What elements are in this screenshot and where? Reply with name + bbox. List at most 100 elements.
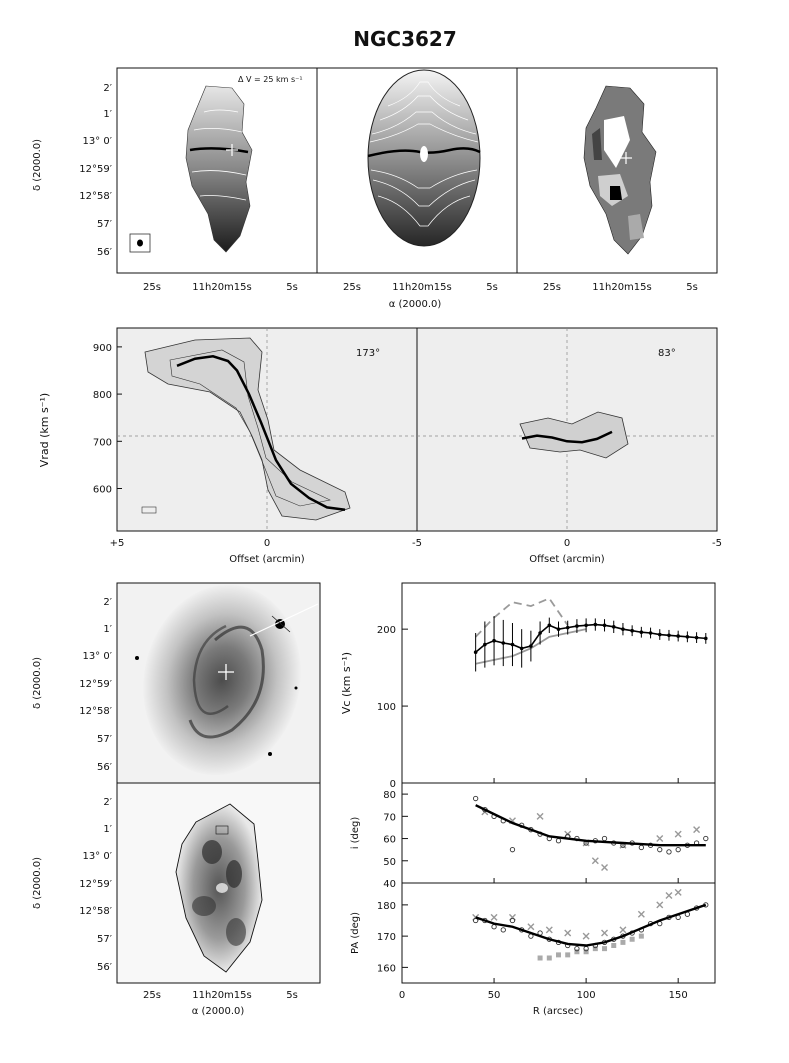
ra-tick: 5s xyxy=(686,282,698,293)
foreground-star xyxy=(275,619,285,629)
vc-point xyxy=(676,634,680,638)
pa-square-point xyxy=(611,943,617,948)
pv-ytick: 600 xyxy=(93,485,112,496)
ra-tick: 5s xyxy=(486,282,498,293)
vc-point xyxy=(556,627,561,631)
pa-cross-point xyxy=(656,901,664,909)
dec-tick: 2′ xyxy=(103,797,112,808)
r-xtick: 0 xyxy=(399,990,405,1001)
dec-tick: 1′ xyxy=(103,109,112,120)
incl-ytick: 40 xyxy=(383,879,396,890)
pa-square-point xyxy=(592,946,598,952)
ra-tick: 25s xyxy=(143,990,161,1001)
pa-point xyxy=(509,917,516,924)
dec-tick: 13° 0′ xyxy=(82,136,112,147)
vc-point xyxy=(492,638,496,643)
vc-ytick: 100 xyxy=(377,702,396,713)
dec-tick: 57′ xyxy=(97,734,113,745)
incl-point xyxy=(666,849,672,855)
pa-point xyxy=(500,927,506,933)
vc-point xyxy=(621,627,625,631)
r-axis-label: R (arcsec) xyxy=(533,1006,583,1017)
dec-axis-label: δ (2000.0) xyxy=(32,857,43,909)
dec-tick: 13° 0′ xyxy=(82,851,112,862)
position-angle-panel: 160 170 180 PA (deg) xyxy=(350,882,716,984)
incl-ytick: 70 xyxy=(383,812,396,823)
vc-point xyxy=(657,632,662,637)
ra-tick: 11h20m15s xyxy=(392,282,451,293)
vc-point xyxy=(630,628,634,633)
pa-point xyxy=(574,945,580,952)
vc-point xyxy=(602,623,607,628)
pv-xtick: 0 xyxy=(264,538,270,549)
dec-tick: 1′ xyxy=(103,824,112,835)
dec-axis-label: δ (2000.0) xyxy=(32,139,43,191)
pa-square-point xyxy=(574,949,580,955)
dec-tick: 1′ xyxy=(103,624,112,635)
ra-axis-label: α (2000.0) xyxy=(389,299,442,310)
pv-ytick: 700 xyxy=(93,437,112,448)
offset-axis-label-right: Offset (arcmin) xyxy=(529,554,604,565)
vc-point xyxy=(611,625,616,629)
dec-tick: 12°59′ xyxy=(79,164,112,175)
incl-point xyxy=(703,835,709,842)
vc-axis-label: Vc (km s⁻¹) xyxy=(340,652,353,714)
r-xtick: 150 xyxy=(669,990,688,1001)
vc-point xyxy=(473,650,478,655)
vc-point xyxy=(703,636,708,641)
incl-ytick: 80 xyxy=(383,790,396,801)
pv-right-pa: 83° xyxy=(658,348,676,359)
vc-point xyxy=(639,630,644,635)
pa-cross-point xyxy=(527,923,535,931)
pa-fit-line xyxy=(475,903,707,947)
pv-beam-box xyxy=(141,506,157,514)
vc-ytick: 200 xyxy=(377,625,396,636)
incl-cross-point xyxy=(656,835,664,843)
inclination-panel: 40 50 60 70 80 i (deg) xyxy=(350,782,716,890)
dec-tick: 12°58′ xyxy=(79,906,112,917)
pa-cross-point xyxy=(619,926,627,934)
incl-point xyxy=(509,847,516,853)
incl-fit-line xyxy=(475,804,706,847)
ra-tick: 25s xyxy=(143,282,161,293)
pa-square-point xyxy=(638,933,644,939)
ra-tick: 25s xyxy=(343,282,361,293)
vc-point xyxy=(529,644,533,648)
dec-tick: 12°58′ xyxy=(79,706,112,717)
pa-square-point xyxy=(620,939,626,945)
vc-point xyxy=(547,623,552,628)
pa-cross-point xyxy=(637,910,645,918)
pa-axis-label: PA (deg) xyxy=(350,912,361,954)
pa-cross-point xyxy=(674,888,682,896)
pv-xtick: -5 xyxy=(412,538,422,549)
dec-tick: 12°58′ xyxy=(79,191,112,202)
ra-tick: 5s xyxy=(286,282,298,293)
vc-point xyxy=(648,631,653,635)
vrad-axis-label: Vrad (km s⁻¹) xyxy=(38,393,51,467)
rotation-curve-panel: 0 100 200 Vc (km s⁻¹) xyxy=(340,582,716,790)
r-xtick: 100 xyxy=(577,990,596,1001)
vc-point xyxy=(510,642,515,647)
velocity-field-panels: Δ V = 25 km s⁻¹ xyxy=(32,67,718,310)
vc-ytick: 0 xyxy=(390,779,396,790)
pv-left-pa: 173° xyxy=(356,348,380,359)
dec-tick: 56′ xyxy=(97,762,113,773)
vc-point xyxy=(519,646,524,651)
pv-diagrams: 173° 83° 600 700 800 900 Vrad (km s⁻¹) +5 0… xyxy=(38,327,722,565)
r-xtick: 50 xyxy=(488,990,501,1001)
dec-tick: 13° 0′ xyxy=(82,651,112,662)
pa-square-point xyxy=(537,955,543,961)
pv-ytick: 800 xyxy=(93,390,112,401)
vc-point xyxy=(575,624,579,628)
vc-point xyxy=(685,635,690,639)
pa-square-point xyxy=(565,952,571,958)
vc-point xyxy=(501,641,506,645)
ra-tick: 5s xyxy=(286,990,298,1001)
dec-tick: 56′ xyxy=(97,247,113,258)
vc-point xyxy=(694,635,699,640)
optical-image-panel xyxy=(116,582,321,784)
dec-tick: 57′ xyxy=(97,934,113,945)
ra-tick: 25s xyxy=(543,282,561,293)
beam-box xyxy=(129,233,151,253)
dec-tick: 56′ xyxy=(97,962,113,973)
